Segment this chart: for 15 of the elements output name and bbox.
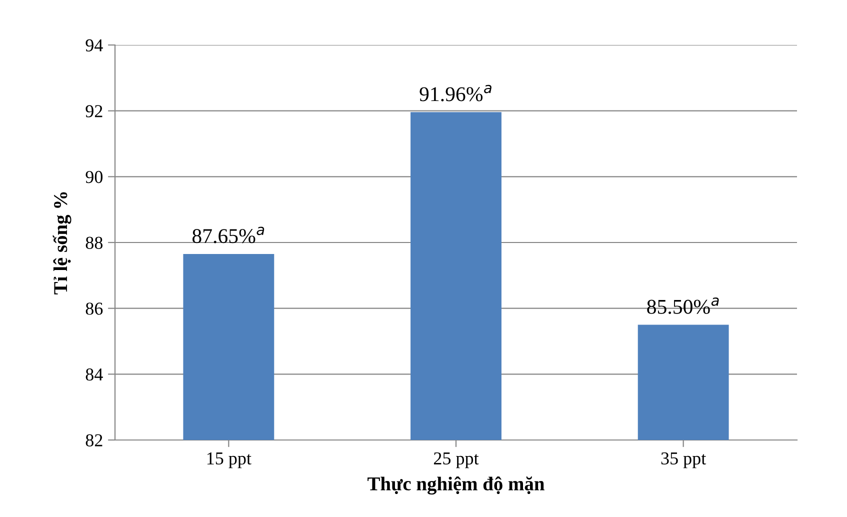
x-tick-label: 15 ppt	[207, 452, 252, 468]
data-label: 85.50%$^{a}$	[647, 298, 719, 314]
x-axis-title: Thực nghiệm độ mặn	[368, 476, 544, 495]
y-tick-label: 90	[86, 170, 103, 184]
data-label: 87.65%$^{a}$	[192, 226, 264, 244]
y-tick-label: 92	[86, 105, 102, 118]
x-tick-label: 35 ppt	[661, 452, 706, 468]
y-tick-label: 94	[86, 39, 103, 52]
y-tick-label: 88	[86, 236, 103, 249]
x-tick-label: 25 ppt	[434, 452, 479, 468]
y-tick-label: 82	[86, 434, 102, 446]
y-tick-label: 86	[86, 302, 103, 315]
y-axis-title: Tỉ lệ sống %	[52, 192, 72, 294]
data-label: 91.96%$^{a}$	[420, 84, 492, 102]
y-tick-label: 84	[86, 368, 103, 381]
